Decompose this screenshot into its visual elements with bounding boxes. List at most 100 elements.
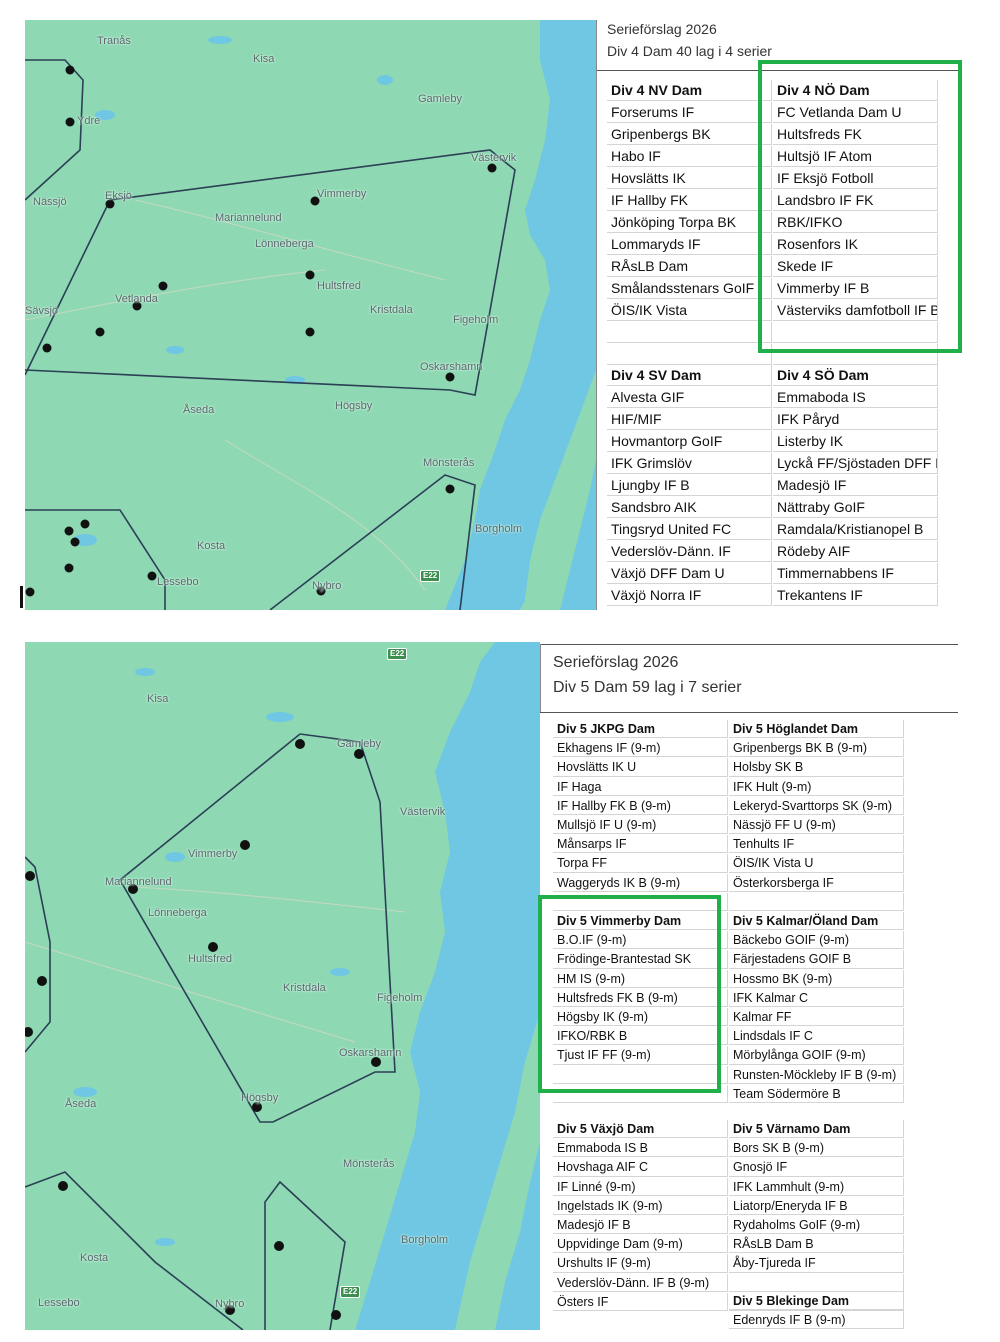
team-cell: IF Haga xyxy=(553,777,728,796)
team-cell: Gnosjö IF xyxy=(729,1158,904,1177)
top-map[interactable]: Tranås Kisa Gamleby Ydre Västervik Nässj… xyxy=(25,20,596,610)
team-cell: Hovslätts IK U xyxy=(553,758,728,777)
place-label: Hultsfred xyxy=(317,280,362,292)
team-cell: Färjestadens GOIF B xyxy=(729,950,904,969)
place-label: Nässjö xyxy=(33,196,67,208)
top-map-graphics xyxy=(25,20,596,610)
oland-island xyxy=(520,370,596,610)
team-cell: Hultsfreds FK B (9-m) xyxy=(553,988,728,1007)
top-series-panel: Serieförslag 2026 Div 4 Dam 40 lag i 4 s… xyxy=(596,20,960,610)
left-divider xyxy=(540,644,541,712)
series-header: Div 5 Växjö Dam xyxy=(553,1120,728,1139)
region-polygon-hoglandet xyxy=(25,856,51,1053)
place-label: Mariannelund xyxy=(215,212,282,224)
team-cell: Vimmerby IF B xyxy=(773,278,938,299)
team-cell: Habo IF xyxy=(607,146,772,167)
region-polygon-kalmar xyxy=(264,1180,346,1330)
team-cell: Bors SK B (9-m) xyxy=(729,1139,904,1158)
team-cell: Emmaboda IS xyxy=(773,387,938,408)
team-cell: Rydaholms GoIF (9-m) xyxy=(729,1216,904,1235)
panel-title: Serieförslag 2026 xyxy=(607,21,717,37)
series-header: Div 5 Kalmar/Öland Dam xyxy=(729,912,904,931)
team-cell: Trekantens IF xyxy=(773,585,938,606)
map-edge-mark xyxy=(20,586,23,608)
team-cell: IF Hallby FK xyxy=(607,190,772,211)
road-badge: E22 xyxy=(340,1286,361,1298)
team-cell xyxy=(729,892,904,911)
team-cell: RÅsLB Dam B xyxy=(729,1235,904,1254)
team-cell: Nättraby GoIF xyxy=(773,497,938,518)
team-cell: Lekeryd-Svarttorps SK (9-m) xyxy=(729,796,904,815)
place-label: Vimmerby xyxy=(317,188,367,200)
team-cell: IFKO/RBK B xyxy=(553,1027,728,1046)
bottom-series-panel: Serieförslag 2026 Div 5 Dam 59 lag i 7 s… xyxy=(540,642,960,1330)
team-cell: Forserums IF xyxy=(607,102,772,123)
series-header: Div 4 SV Dam xyxy=(607,365,772,386)
place-label: Kristdala xyxy=(370,304,413,316)
place-label: Nybro xyxy=(215,1298,245,1310)
team-cell: Smålandsstenars GoIF xyxy=(607,278,772,299)
place-label: Figeholm xyxy=(453,314,499,326)
region-polygon-vimmerby xyxy=(118,733,396,1123)
team-cell: Urshults IF (9-m) xyxy=(553,1254,728,1273)
place-label: Sävsjö xyxy=(25,305,59,317)
team-cell: Alvesta GIF xyxy=(607,387,772,408)
team-cell: Tenhults IF xyxy=(729,835,904,854)
team-cell: Bäckebo GOIF (9-m) xyxy=(729,931,904,950)
place-label: Vimmerby xyxy=(188,848,238,860)
team-cell: ÖIS/IK Vista U xyxy=(729,854,904,873)
place-label: Åseda xyxy=(183,404,215,416)
team-cell: Edenryds IF B (9-m) xyxy=(729,1311,904,1330)
team-cell: Västerviks damfotboll IF B xyxy=(773,300,938,321)
place-label: Kisa xyxy=(147,693,169,705)
place-label: Kisa xyxy=(253,53,275,65)
team-cell: Hultsfreds FK xyxy=(773,124,938,145)
team-cell: Månsarps IF xyxy=(553,835,728,854)
team-cell: Åby-Tjureda IF xyxy=(729,1254,904,1273)
team-cell: Emmaboda IS B xyxy=(553,1139,728,1158)
team-cell xyxy=(729,1273,904,1292)
team-cell: Mullsjö IF U (9-m) xyxy=(553,816,728,835)
team-cell: Madesjö IF B xyxy=(553,1216,728,1235)
road-badge: E22 xyxy=(387,648,408,660)
place-label: Vetlanda xyxy=(115,293,158,305)
title-bottom-divider xyxy=(540,712,958,713)
series-header: Div 4 NÖ Dam xyxy=(773,80,938,101)
place-label: Västervik xyxy=(471,152,517,164)
place-label: Gamleby xyxy=(337,738,382,750)
place-label: Lönneberga xyxy=(148,907,207,919)
team-cell: Växjö DFF Dam U xyxy=(607,563,772,584)
team-cell: Ingelstads IK (9-m) xyxy=(553,1196,728,1215)
team-cell: Hultsjö IF Atom xyxy=(773,146,938,167)
team-cell: Landsbro IF FK xyxy=(773,190,938,211)
team-cell: IF Eksjö Fotboll xyxy=(773,168,938,189)
team-cell: Högsby IK (9-m) xyxy=(553,1008,728,1027)
bottom-map[interactable]: Kisa Gamleby Västervik Vimmerby Marianne… xyxy=(25,642,540,1330)
series-header: Div 5 Blekinge Dam xyxy=(729,1292,904,1311)
panel-subtitle: Div 4 Dam 40 lag i 4 serier xyxy=(607,43,772,59)
place-label: Mönsterås xyxy=(423,457,475,469)
team-cell: Uppvidinge Dam (9-m) xyxy=(553,1235,728,1254)
team-cell: Rosenfors IK xyxy=(773,234,938,255)
team-cell: Vederslöv-Dänn. IF B (9-m) xyxy=(553,1273,728,1292)
team-cell: Madesjö IF xyxy=(773,475,938,496)
team-cell: Lommaryds IF xyxy=(607,234,772,255)
place-label: Figeholm xyxy=(377,992,423,1004)
team-cell: Runsten-Möckleby IF B (9-m) xyxy=(729,1065,904,1084)
place-label: Nybro xyxy=(312,580,342,592)
team-location-dots xyxy=(25,65,497,597)
team-cell: Kalmar FF xyxy=(729,1008,904,1027)
team-cell: B.O.IF (9-m) xyxy=(553,931,728,950)
place-label: Borgholm xyxy=(475,523,523,535)
place-label: Mariannelund xyxy=(105,876,172,888)
team-cell: Team Södermöre B xyxy=(729,1084,904,1103)
team-cell: RBK/IFKO xyxy=(773,212,938,233)
panel-subtitle: Div 5 Dam 59 lag i 7 serier xyxy=(553,679,742,696)
team-cell xyxy=(553,1065,728,1084)
place-label: Oskarshamn xyxy=(339,1047,402,1059)
place-label: Mönsterås xyxy=(343,1158,395,1170)
team-cell: RÅsLB Dam xyxy=(607,256,772,277)
place-label: Oskarshamn xyxy=(420,361,483,373)
place-label: Lönneberga xyxy=(255,238,314,250)
region-polygon-sv xyxy=(25,509,166,610)
